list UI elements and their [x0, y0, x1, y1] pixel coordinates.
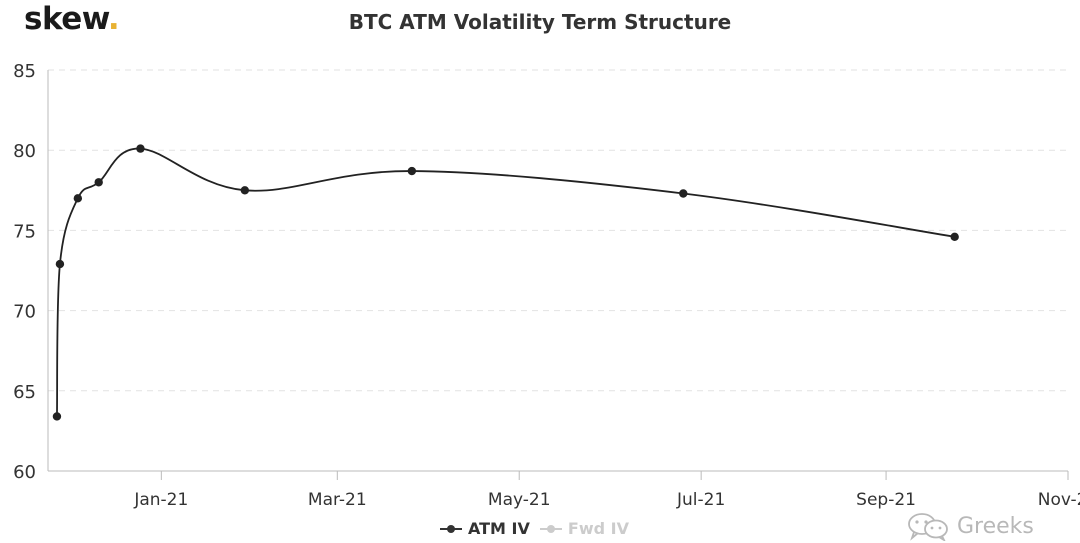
watermark-text: Greeks [957, 513, 1034, 539]
y-tick-label-75: 75 [13, 221, 36, 242]
data-point-0-4 [136, 144, 145, 153]
series-line-0 [56, 147, 955, 417]
logo-text: skew [24, 1, 108, 37]
data-point-0-8 [950, 232, 959, 242]
chart-title: BTC ATM Volatility Term Structure [348, 10, 732, 34]
watermark: Greeks [905, 511, 1034, 541]
axes: 60 65 70 75 80 85 Jan-21 Mar-21 May-21 Jul-21 Sep-… [13, 61, 1080, 510]
x-tick-label-May-21: May-21 [488, 490, 551, 510]
data-point-0-0 [52, 412, 62, 421]
legend-item-atm-iv[interactable]: ATM IV [440, 519, 530, 538]
data-point-0-6 [407, 166, 417, 176]
legend-label-fwd-iv: Fwd IV [567, 519, 629, 538]
data-point-0-7 [679, 189, 688, 198]
data-point-0-3 [94, 178, 103, 187]
x-tick-label-Jul-21: Jul-21 [676, 490, 725, 510]
y-tick-label-65: 65 [13, 382, 36, 403]
series-layer [52, 144, 959, 421]
skew-logo: skew. [24, 1, 120, 37]
legend-swatch-atm-iv [440, 523, 462, 535]
legend: ATM IV Fwd IV [440, 519, 629, 538]
x-tick-label-Sep-21: Sep-21 [856, 490, 916, 510]
grid-lines [48, 69, 1068, 392]
legend-label-atm-iv: ATM IV [468, 519, 530, 538]
legend-swatch-fwd-iv [539, 523, 562, 535]
data-point-0-1 [55, 259, 65, 269]
y-tick-label-85: 85 [13, 61, 36, 82]
x-tick-label-Jan-21: Jan-21 [133, 490, 188, 510]
data-point-0-2 [73, 194, 83, 203]
legend-item-fwd-iv[interactable]: Fwd IV [539, 519, 629, 538]
wechat-icon [908, 513, 948, 541]
data-point-0-5 [240, 186, 250, 195]
y-tick-label-60: 60 [13, 462, 36, 483]
y-tick-label-70: 70 [13, 302, 36, 323]
y-tick-label-80: 80 [13, 141, 36, 162]
logo-dot: . [107, 1, 120, 37]
x-tick-label-Mar-21: Mar-21 [308, 490, 367, 510]
x-tick-label-Nov-21: Nov-21 [1038, 490, 1080, 510]
